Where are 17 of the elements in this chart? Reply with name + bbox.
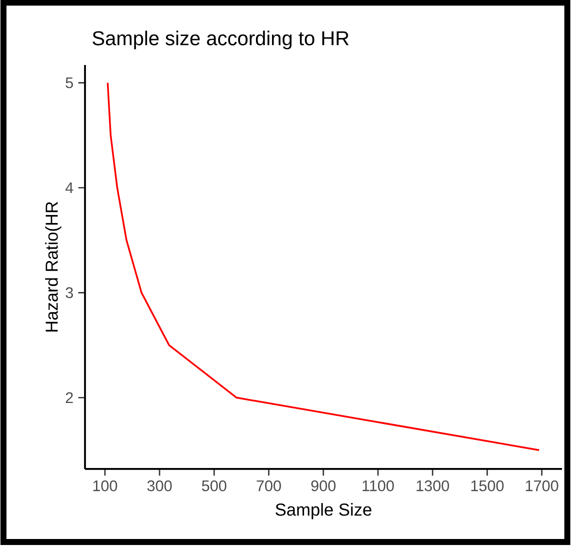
x-axis-title: Sample Size [276,503,372,520]
y-axis-title: Hazard Ratio(HR [45,202,62,332]
chart-title: Sample size according to HR [92,30,349,50]
y-tick-label: 2 [66,392,73,403]
y-tick-label: 4 [65,182,74,194]
y-tick-label: 3 [66,287,73,298]
x-tick-label: 500 [202,480,226,492]
x-tick-label: 1700 [526,480,558,492]
x-tick-label: 700 [256,480,281,492]
x-tick-label: 1300 [416,480,450,492]
x-tick-label: 300 [147,480,172,492]
x-tick-label: 1500 [471,480,504,492]
x-tick-label: 900 [311,480,336,492]
x-tick-label: 100 [93,480,118,492]
line-series [106,82,540,451]
y-tick-label: 5 [66,77,73,88]
x-tick-label: 1100 [362,480,394,492]
